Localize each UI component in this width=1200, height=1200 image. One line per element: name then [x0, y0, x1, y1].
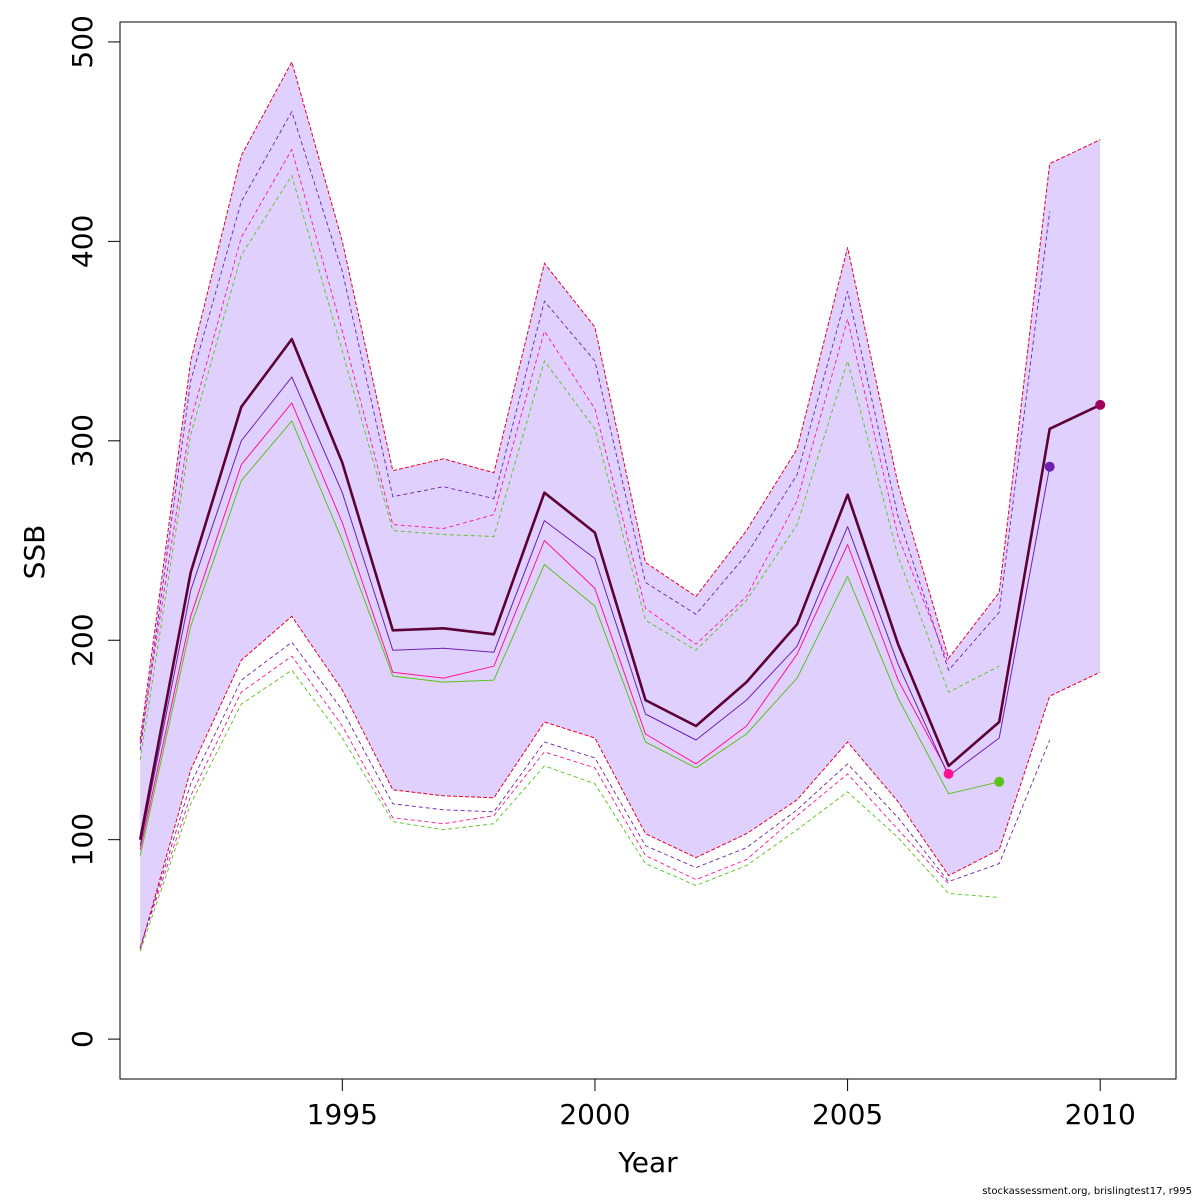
x-tick-label: 2005: [812, 1098, 883, 1131]
x-tick-label: 1995: [307, 1098, 378, 1131]
y-tick-label: 500: [66, 15, 99, 68]
series-2-end-point: [943, 768, 954, 779]
x-axis-label: Year: [617, 1146, 678, 1179]
y-axis-label: SSB: [18, 525, 51, 580]
series-1-lower-line: [139, 641, 1051, 948]
y-tick-label: 400: [66, 215, 99, 268]
confidence-band: [140, 61, 1101, 950]
series-2-upper-line: [139, 148, 950, 745]
series-2-line: [139, 402, 950, 850]
series-3-line: [139, 420, 1000, 856]
series-1-line: [139, 376, 1051, 846]
x-axis: 1995 2000 2005 2010: [307, 1078, 1136, 1131]
series-layer: [138, 110, 1101, 952]
y-axis: 0 100 200 300 400 500: [66, 15, 121, 1048]
x-tick-label: 2010: [1065, 1098, 1136, 1131]
x-tick-label: 2000: [559, 1098, 630, 1131]
series-0-line: [138, 337, 1101, 840]
footer-credit: stockassessment.org, brislingtest17, r99…: [982, 1186, 1192, 1197]
points-layer: [943, 399, 1106, 787]
series-1-end-point: [1044, 461, 1055, 472]
series-3-upper-line: [139, 174, 1000, 760]
band-layer: [139, 60, 1101, 950]
band-upper-edge: [139, 60, 1101, 741]
series-3-lower-line: [139, 669, 1000, 952]
series-0-end-point: [1095, 399, 1106, 410]
y-tick-label: 0: [66, 1030, 99, 1048]
series-2-lower-line: [139, 655, 949, 948]
y-tick-label: 300: [66, 414, 99, 467]
series-1-upper-line: [139, 110, 1051, 750]
series-3-end-point: [994, 776, 1005, 787]
y-tick-label: 100: [66, 813, 99, 866]
y-tick-label: 200: [66, 613, 99, 666]
